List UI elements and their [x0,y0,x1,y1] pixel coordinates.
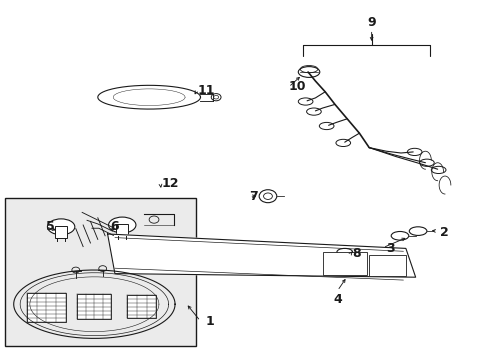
Ellipse shape [298,98,312,105]
Bar [368,255,405,276]
Text: 2: 2 [439,226,448,239]
Text: 4: 4 [332,293,341,306]
Text: 5: 5 [46,220,55,233]
Ellipse shape [335,139,350,147]
Text: 12: 12 [161,177,179,190]
Text: 9: 9 [366,16,375,29]
Ellipse shape [108,217,136,233]
Text: 1: 1 [205,315,214,328]
Bar [322,252,366,275]
Bar [27,293,66,322]
Ellipse shape [419,159,433,166]
Text: 10: 10 [288,80,305,93]
Bar [116,224,128,236]
Ellipse shape [306,108,321,115]
Text: 3: 3 [386,242,394,255]
Ellipse shape [298,67,319,77]
Text: 6: 6 [110,220,119,233]
Text: 7: 7 [249,190,258,203]
Ellipse shape [407,148,421,156]
Bar [77,294,111,319]
Bar [5,198,195,346]
Bar [127,295,156,318]
Ellipse shape [47,219,75,235]
Ellipse shape [319,122,333,130]
Polygon shape [107,234,415,277]
Ellipse shape [390,231,408,240]
Text: 8: 8 [351,247,360,260]
Bar [55,226,67,238]
Ellipse shape [336,248,352,256]
Text: 11: 11 [198,84,215,96]
Ellipse shape [408,227,426,235]
Ellipse shape [430,166,445,174]
